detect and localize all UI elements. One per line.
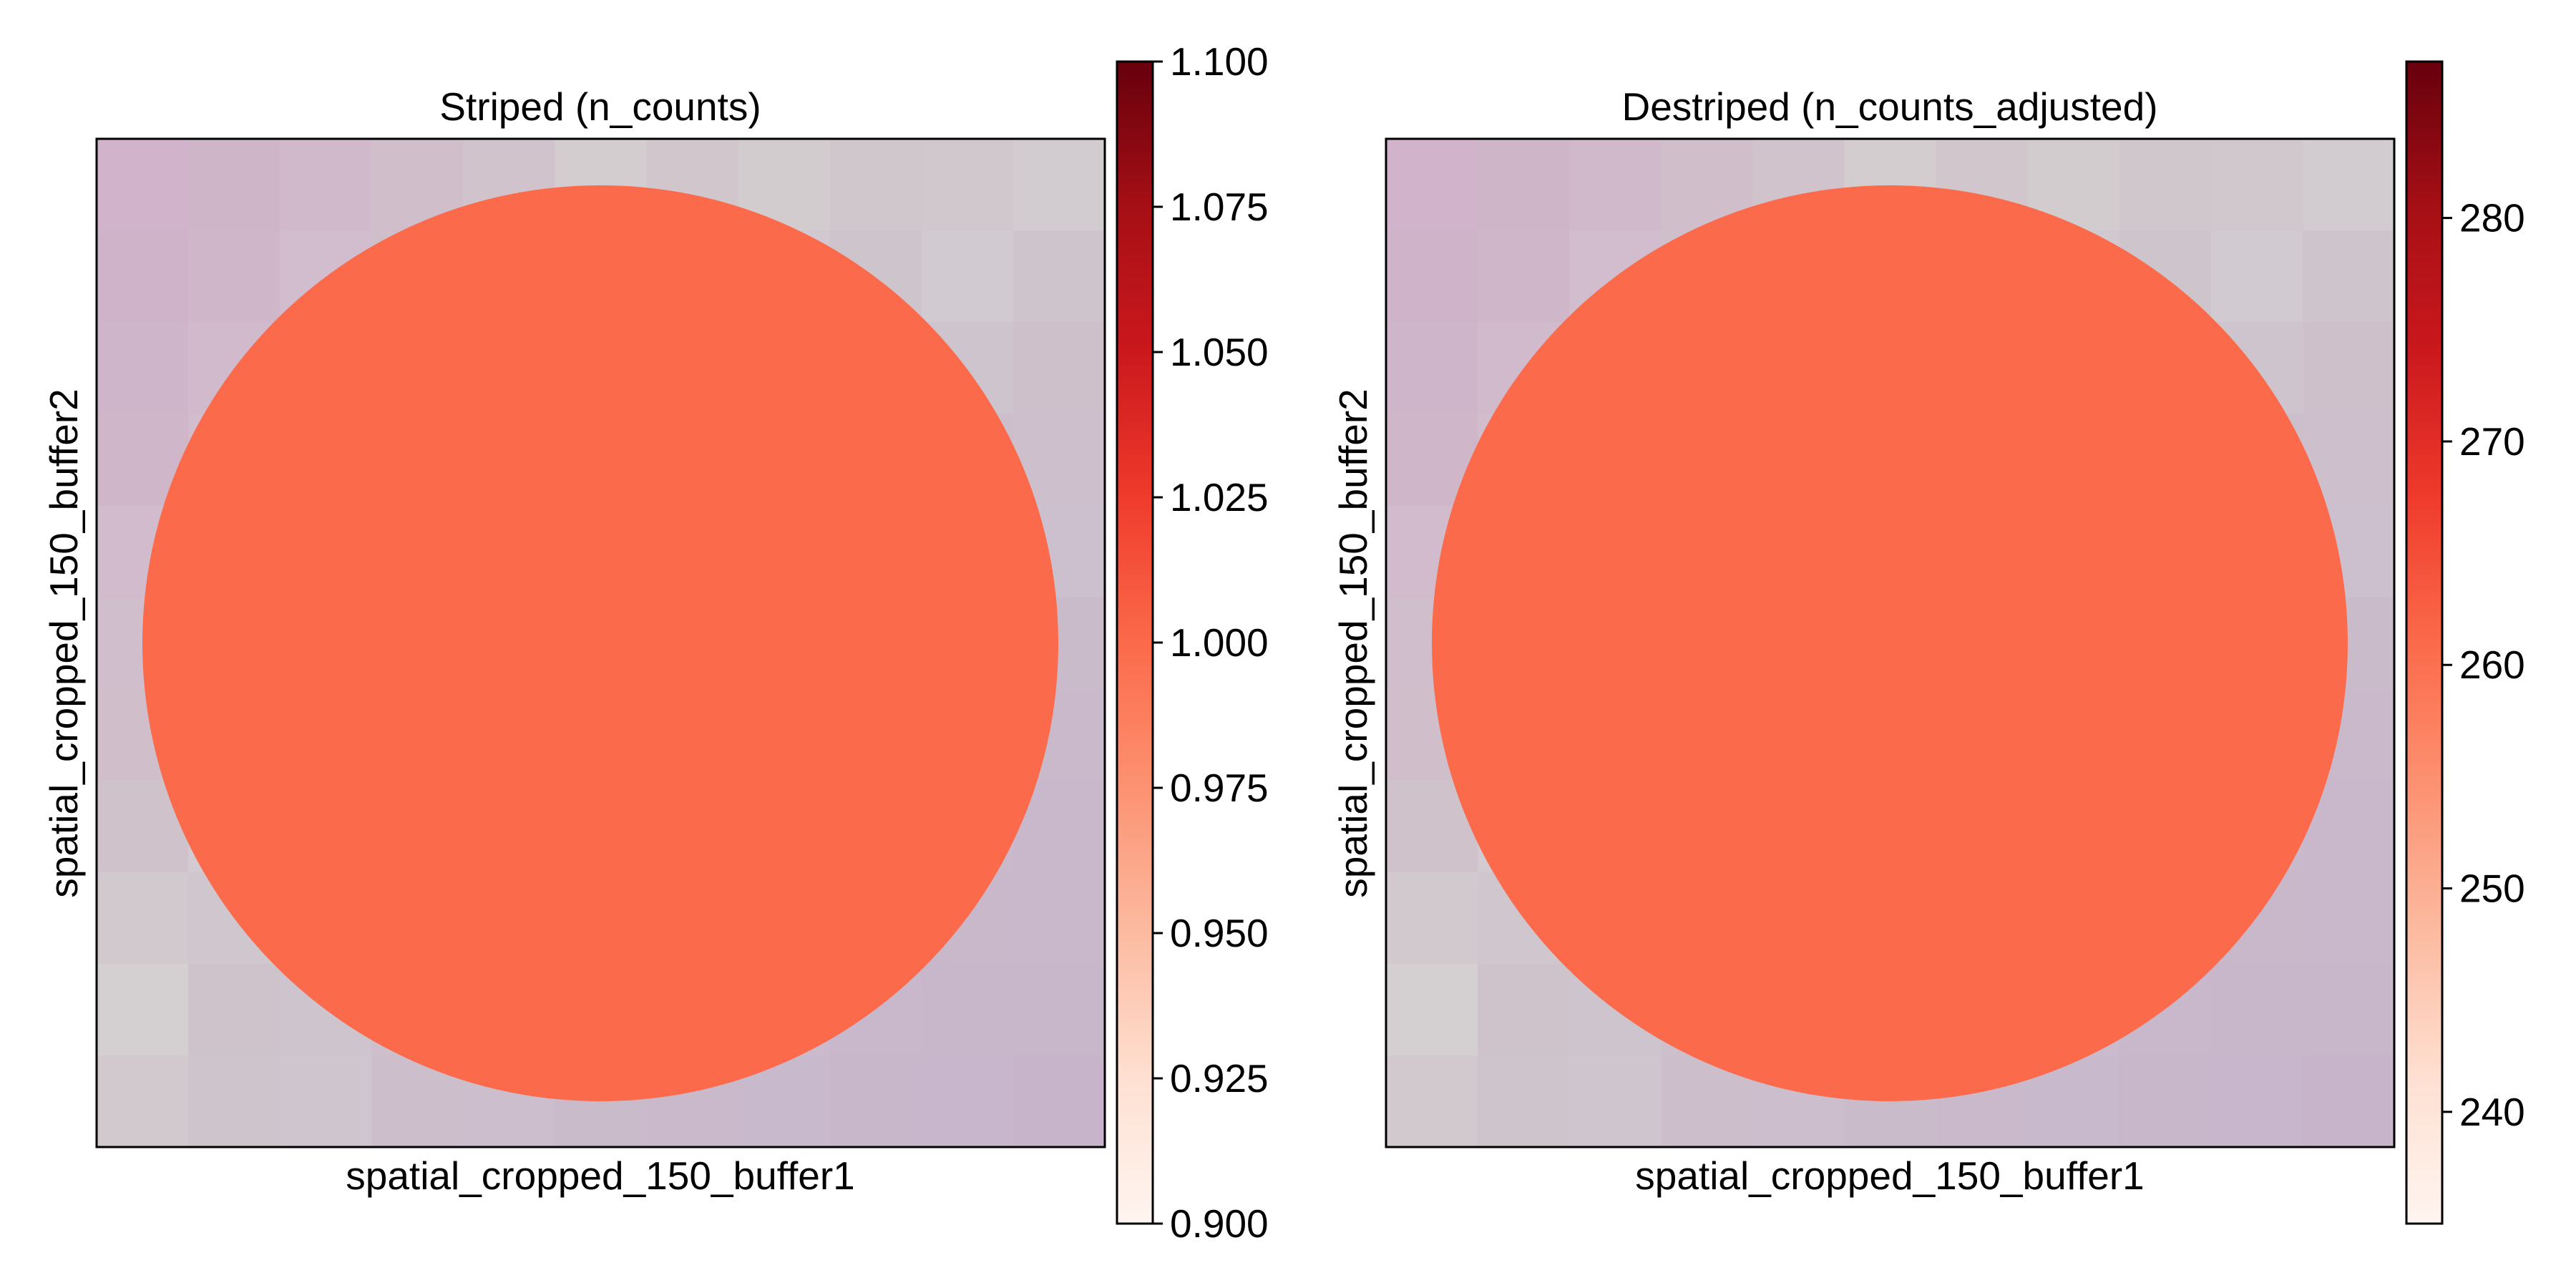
background-tile: [1386, 963, 1479, 1056]
background-tile: [1478, 1055, 1571, 1148]
background-tile: [2302, 872, 2395, 965]
colorbar: [1116, 60, 1154, 1225]
background-tile: [1013, 1055, 1106, 1148]
background-tile: [1013, 963, 1106, 1056]
background-tile: [1013, 872, 1106, 965]
background-tile: [97, 872, 190, 965]
background-tile: [2302, 1055, 2395, 1148]
colorbar: [2405, 60, 2444, 1225]
background-tile: [2210, 963, 2303, 1056]
background-tile: [188, 139, 281, 232]
background-tile: [2302, 963, 2395, 1056]
background-tile: [188, 1055, 281, 1148]
plot-frame: [95, 137, 1106, 1148]
plot-frame: [1385, 137, 2396, 1148]
colorbar-tick-label: 0.925: [1170, 1056, 1269, 1101]
panel-striped: Striped (n_counts) spatial_cropped_150_b…: [42, 39, 1269, 1246]
background-tile: [1013, 139, 1106, 232]
colorbar-tick-label: 1.025: [1170, 475, 1269, 519]
background-tile: [1386, 872, 1479, 965]
background-tile: [921, 230, 1014, 323]
background-tile: [97, 230, 190, 323]
y-axis-label: spatial_cropped_150_buffer2: [1331, 389, 1375, 898]
background-tile: [280, 1055, 373, 1148]
background-tile: [1386, 1055, 1479, 1148]
colorbar-ticks: 0.900 0.925 0.950 0.975 1.000 1.025 1.050 1.075…: [1153, 39, 1269, 1246]
background-tile: [1569, 139, 1662, 232]
background-tile: [2302, 230, 2395, 323]
background-tile: [2119, 139, 2212, 232]
background-tile: [829, 139, 922, 232]
colorbar-tick-label: 280: [2459, 196, 2525, 240]
colorbar-tick-label: 1.075: [1170, 185, 1269, 229]
x-axis-label: spatial_cropped_150_buffer1: [346, 1153, 855, 1198]
colorbar-tick-label: 1.050: [1170, 330, 1269, 374]
background-tile: [921, 963, 1014, 1056]
background-tile: [921, 139, 1014, 232]
background-tile: [829, 1055, 922, 1148]
colorbar-tick-label: 1.100: [1170, 39, 1269, 84]
background-tile: [2210, 230, 2303, 323]
background-tile: [1478, 230, 1571, 323]
y-axis-label: spatial_cropped_150_buffer2: [42, 389, 86, 898]
background-tile: [921, 1055, 1014, 1148]
colorbar-tick-label: 0.975: [1170, 766, 1269, 810]
colorbar-tick-label: 1.000: [1170, 620, 1269, 665]
background-tile: [2302, 322, 2395, 415]
colorbar-tick-label: 0.900: [1170, 1201, 1269, 1246]
background-tile: [2210, 139, 2303, 232]
data-point: [1432, 185, 2348, 1101]
background-tile: [1013, 230, 1106, 323]
background-tile: [1386, 230, 1479, 323]
panel-destriped: Destriped (n_counts_adjusted) spatial_cr…: [1331, 60, 2525, 1225]
background-tile: [1569, 1055, 1662, 1148]
background-tile: [1013, 322, 1106, 415]
background-tile: [1386, 139, 1479, 232]
colorbar-tick-label: 260: [2459, 643, 2525, 687]
background-tile: [1386, 322, 1479, 415]
background-tile: [97, 139, 190, 232]
colorbar-ticks: 240 250 260 270 280: [2442, 196, 2525, 1134]
background-tile: [97, 322, 190, 415]
x-axis-label: spatial_cropped_150_buffer1: [1635, 1153, 2145, 1198]
colorbar-tick-label: 250: [2459, 867, 2525, 911]
background-tile: [1478, 963, 1571, 1056]
background-tile: [2119, 1055, 2212, 1148]
colorbar-tick-label: 0.950: [1170, 911, 1269, 955]
background-tile: [2210, 1055, 2303, 1148]
plot-title: Striped (n_counts): [439, 84, 761, 129]
background-tile: [188, 963, 281, 1056]
colorbar-tick-label: 270: [2459, 419, 2525, 464]
background-tile: [2302, 139, 2395, 232]
plot-title: Destriped (n_counts_adjusted): [1621, 84, 2157, 129]
background-tile: [97, 963, 190, 1056]
colorbar-tick-label: 240: [2459, 1090, 2525, 1134]
data-point: [142, 185, 1058, 1101]
background-tile: [188, 230, 281, 323]
background-tile: [1478, 139, 1571, 232]
background-tile: [97, 1055, 190, 1148]
background-tile: [280, 139, 373, 232]
